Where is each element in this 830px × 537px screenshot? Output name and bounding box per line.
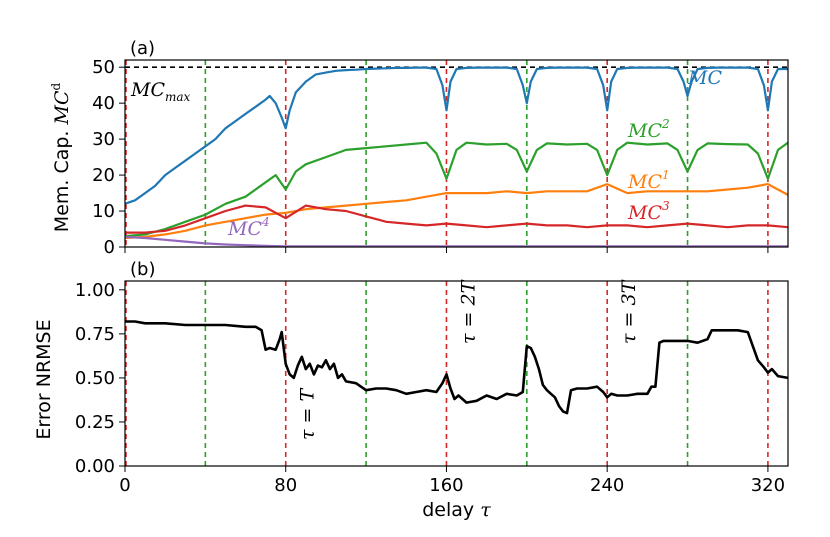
- y-tick-label-50: 50: [92, 57, 115, 78]
- annotation-2: τ = 2T: [457, 279, 479, 344]
- y-axis-label: Mem. Cap. MCd: [49, 82, 73, 232]
- series-line-mc1: [125, 183, 788, 240]
- series-line-mc: [125, 66, 788, 205]
- y-tick-label-1.00: 1.00: [75, 280, 115, 301]
- series-label-mc1: MC1: [627, 168, 670, 193]
- series-label-mc3: MC3: [627, 199, 670, 224]
- axes-frame: [124, 59, 789, 248]
- mc-max-label: MCmax: [130, 79, 191, 104]
- y-tick-label-0.75: 0.75: [75, 324, 115, 345]
- series-label-mc2: MC2: [627, 117, 670, 142]
- series-label-mc: MC: [687, 67, 722, 89]
- plot-area: [125, 60, 788, 247]
- y-tick-label-0.25: 0.25: [75, 412, 115, 433]
- annotation-1: τ = T: [297, 387, 319, 440]
- series-line-mc3: [125, 204, 788, 234]
- y-tick-label-20: 20: [92, 165, 115, 186]
- panel-label: (b): [130, 259, 155, 280]
- y-tick-label-40: 40: [92, 93, 115, 114]
- panel-b: 0.00 0.25 0.50 0.75 1.00 0 80 160 240 320 (b) Error…: [33, 259, 789, 521]
- y-tick-label-10: 10: [92, 201, 115, 222]
- series-label-mc4: MC4: [227, 215, 270, 240]
- y-tick-label-30: 30: [92, 129, 115, 150]
- series-line-mc2: [125, 141, 788, 238]
- plot-area: [125, 281, 788, 466]
- y-tick-label-0.00: 0.00: [75, 456, 115, 477]
- y-tick-label-0: 0: [104, 237, 115, 258]
- x-axis-label: delay τ: [422, 499, 491, 521]
- y-tick-label-0.50: 0.50: [75, 368, 115, 389]
- x-tick-label-0: 0: [119, 475, 130, 496]
- x-tick-label-320: 320: [751, 475, 785, 496]
- y-axis-label: Error NRMSE: [33, 319, 55, 439]
- x-tick-label-160: 160: [429, 475, 463, 496]
- x-tick-label-80: 80: [274, 475, 297, 496]
- series-line-error-nrmse: [125, 320, 788, 415]
- panel-a: 0 10 20 30 40 50 (a) Mem. Cap. MCd MCmax MC MC2 MC1…: [49, 38, 789, 258]
- x-tick-label-240: 240: [590, 475, 624, 496]
- series-line-mc4: [125, 235, 788, 247]
- axes-frame: [124, 280, 789, 467]
- annotation-3: τ = 3T: [618, 279, 640, 344]
- panel-label: (a): [130, 38, 155, 59]
